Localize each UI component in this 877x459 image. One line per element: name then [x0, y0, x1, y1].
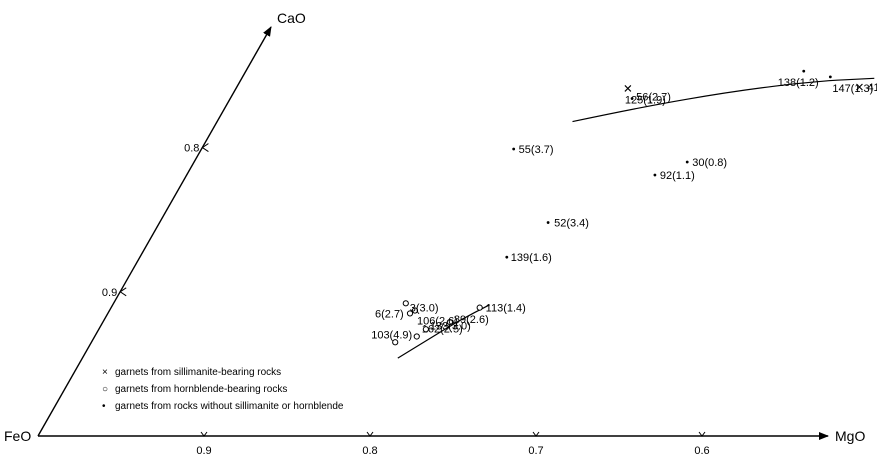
point-label: 162(2.5): [422, 323, 463, 335]
axis-ticks: 0.9 0.8 0.7 0.6 0.8 0.9: [102, 143, 710, 457]
trend-curve-sillimanite: [572, 77, 875, 123]
mgo-tick-label: 0.9: [196, 445, 211, 457]
cao-tick-label: 0.9: [102, 287, 117, 299]
point-label: 147(1.3): [832, 83, 873, 95]
point-marker-other: [685, 160, 689, 164]
point-label: 89(2.6): [454, 314, 489, 326]
point-marker-hornblende: [476, 304, 483, 311]
point-label: 113(1.4): [486, 303, 526, 315]
legend: × garnets from sillimanite-bearing rocks…: [102, 367, 344, 412]
point-marker-other: [653, 173, 657, 177]
point-marker-other: [505, 255, 509, 259]
feo-axis-label: FeO: [4, 428, 31, 444]
point-marker-hornblende: [392, 339, 399, 346]
point-marker-other: [802, 69, 806, 73]
point-marker-other: [630, 97, 634, 100]
mgo-tick-mark: [200, 431, 208, 437]
point-marker-hornblende: [406, 310, 414, 317]
point-marker-hornblende: [411, 307, 419, 314]
point-marker-hornblende: [413, 333, 420, 340]
legend-symbol: ×: [102, 367, 108, 378]
point-label: 6(2.7): [375, 308, 404, 320]
point-label: 30(0.8): [692, 157, 727, 169]
data-points: 103(4.9) 162(2.5)133(3.0)89(2.6) 6(2.7) 106…: [371, 69, 877, 346]
point-label: 103(4.9): [371, 329, 412, 341]
point-label: 92(1.1): [660, 170, 695, 182]
point-marker-hornblende: [402, 300, 409, 307]
cao-tick-mark: [119, 287, 127, 297]
mgo-axis-label: MgO: [835, 428, 865, 444]
point-label: 3(3.0): [410, 302, 439, 314]
mgo-tick-label: 0.8: [362, 445, 377, 457]
cao-axis-label: CaO: [277, 10, 306, 26]
point-label: 52(3.4): [554, 218, 589, 230]
mgo-tick-mark: [532, 431, 540, 437]
mgo-tick-mark: [366, 431, 374, 437]
point-label: 139(1.6): [511, 252, 552, 264]
point-label: 133(3.0): [430, 320, 471, 332]
point-label: 41(0.9): [867, 82, 877, 94]
point-marker-hornblende: [422, 326, 429, 333]
legend-symbol: ○: [102, 384, 108, 395]
trend-curve-hornblende: [397, 304, 490, 359]
point-label: 125(1.9): [625, 94, 666, 106]
cao-tick-mark: [201, 143, 209, 152]
point-label: 56(2.7): [636, 92, 671, 104]
legend-symbol: •: [102, 401, 106, 412]
point-label: 55(3.7): [519, 144, 554, 156]
trend-curves: [397, 77, 875, 359]
point-marker-other: [546, 221, 550, 224]
cao-tick-label: 0.8: [184, 143, 199, 155]
legend-entry: garnets from sillimanite-bearing rocks: [115, 367, 281, 378]
point-marker-sillimanite: [856, 83, 863, 91]
point-marker-sillimanite: [624, 85, 632, 92]
point-marker-other: [828, 75, 832, 79]
point-label: 138(1.2): [778, 77, 819, 89]
legend-entry: garnets from rocks without sillimanite o…: [115, 401, 344, 412]
point-label: 106(2.6): [417, 316, 458, 328]
cao-axis-line: [37, 26, 272, 437]
mgo-tick-label: 0.7: [528, 445, 543, 457]
point-marker-hornblende: [446, 318, 453, 326]
mgo-tick-mark: [698, 431, 706, 437]
point-marker-other: [512, 147, 516, 151]
mgo-tick-label: 0.6: [694, 445, 709, 457]
legend-entry: garnets from hornblende-bearing rocks: [115, 384, 287, 395]
